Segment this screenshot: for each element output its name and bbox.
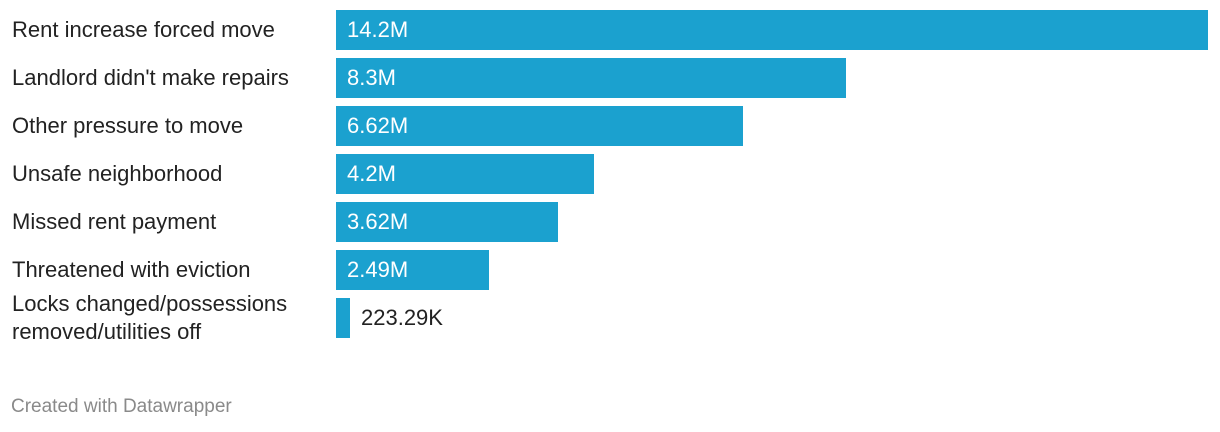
bar [336, 298, 350, 338]
category-label: Landlord didn't make repairs [12, 65, 289, 90]
bar [336, 58, 846, 98]
bar [336, 106, 743, 146]
value-label: 2.49M [347, 257, 409, 282]
bar [336, 154, 594, 194]
bar-chart: Rent increase forced move 14.2M Landlord d… [12, 10, 1208, 344]
category-label: Threatened with eviction [12, 257, 251, 282]
value-label: 6.62M [347, 113, 409, 138]
bar [336, 250, 489, 290]
bar [336, 202, 558, 242]
datawrapper-credit: Created with Datawrapper [11, 396, 232, 417]
bar [336, 10, 1208, 50]
category-label: Locks changed/possessions removed/utilit… [12, 291, 288, 344]
value-label: 8.3M [347, 65, 396, 90]
value-label: 223.29K [361, 305, 443, 330]
category-label: Missed rent payment [12, 209, 217, 234]
category-label: Rent increase forced move [12, 17, 275, 42]
category-label: Other pressure to move [12, 113, 244, 138]
value-label: 3.62M [347, 209, 409, 234]
category-label: Unsafe neighborhood [12, 161, 223, 186]
value-label: 4.2M [347, 161, 396, 186]
value-label: 14.2M [347, 17, 409, 42]
